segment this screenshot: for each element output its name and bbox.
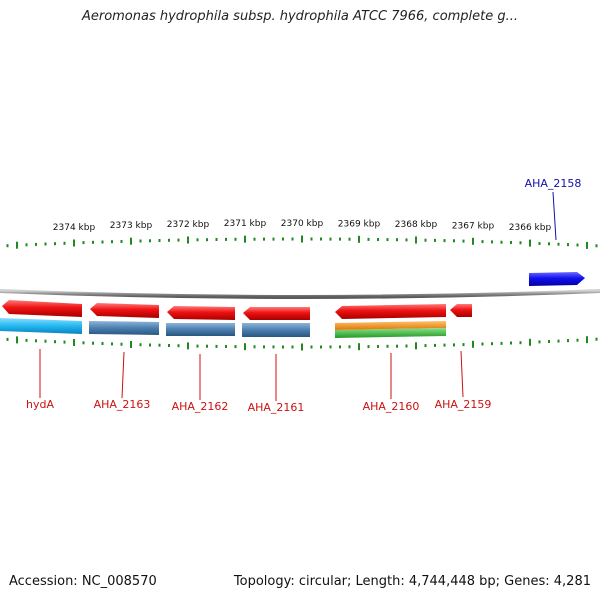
gene-label-aha-2163[interactable]: AHA_2163 [94,398,151,411]
genome-summary-text: Topology: circular; Length: 4,744,448 bp… [233,574,591,589]
leader-line-aha-2158 [552,191,557,241]
map-title: Aeromonas hydrophila subsp. hydrophila A… [81,9,519,24]
tick-label: 2369 kbp [338,219,381,229]
feature-bar-green-aha-2160[interactable] [335,328,446,338]
tick-label: 2370 kbp [281,219,324,229]
cds-bar-aha-2161[interactable] [242,323,310,337]
feature-bar-orange-aha-2160[interactable] [335,321,446,330]
gene-label-aha-2162[interactable]: AHA_2162 [172,400,229,413]
gene-arrow-aha-2162[interactable] [167,306,235,320]
tick-label: 2372 kbp [167,220,210,230]
inner-tick-track [6,336,598,351]
genome-backbone [0,289,600,299]
leader-line-aha-2163 [121,351,125,399]
cds-bar-aha-2162[interactable] [166,323,235,336]
gene-label-aha-2161[interactable]: AHA_2161 [248,401,305,414]
gene-arrow-aha-2163[interactable] [90,303,159,318]
cds-bar-aha-2163[interactable] [89,321,159,335]
gene-label-aha-2159[interactable]: AHA_2159 [435,398,492,411]
gene-arrow-hydA[interactable] [2,300,82,317]
leader-line-aha-2159 [460,350,464,398]
gene-arrow-aha-2159[interactable] [450,304,472,317]
cds-bar-hydA[interactable] [0,318,82,334]
outer-tick-track [6,235,598,249]
gene-arrow-aha-2161[interactable] [243,307,310,320]
tick-label: 2371 kbp [224,219,267,229]
tick-label: 2373 kbp [110,221,153,231]
gene-label-aha-2160[interactable]: AHA_2160 [363,400,420,413]
tick-label: 2368 kbp [395,220,438,230]
accession-text: Accession: NC_008570 [9,574,157,589]
tick-label: 2367 kbp [452,221,495,231]
tick-label: 2366 kbp [509,223,552,233]
gene-arrow-aha-2160[interactable] [335,304,446,319]
gene-label-aha-2158[interactable]: AHA_2158 [525,177,582,190]
gene-arrow-aha-2158[interactable] [529,272,585,286]
gene-label-hydA[interactable]: hydA [26,398,54,411]
tick-label: 2374 kbp [53,223,96,233]
tick-labels: 2374 kbp 2373 kbp 2372 kbp 2371 kbp 2370 kbp… [53,219,552,233]
